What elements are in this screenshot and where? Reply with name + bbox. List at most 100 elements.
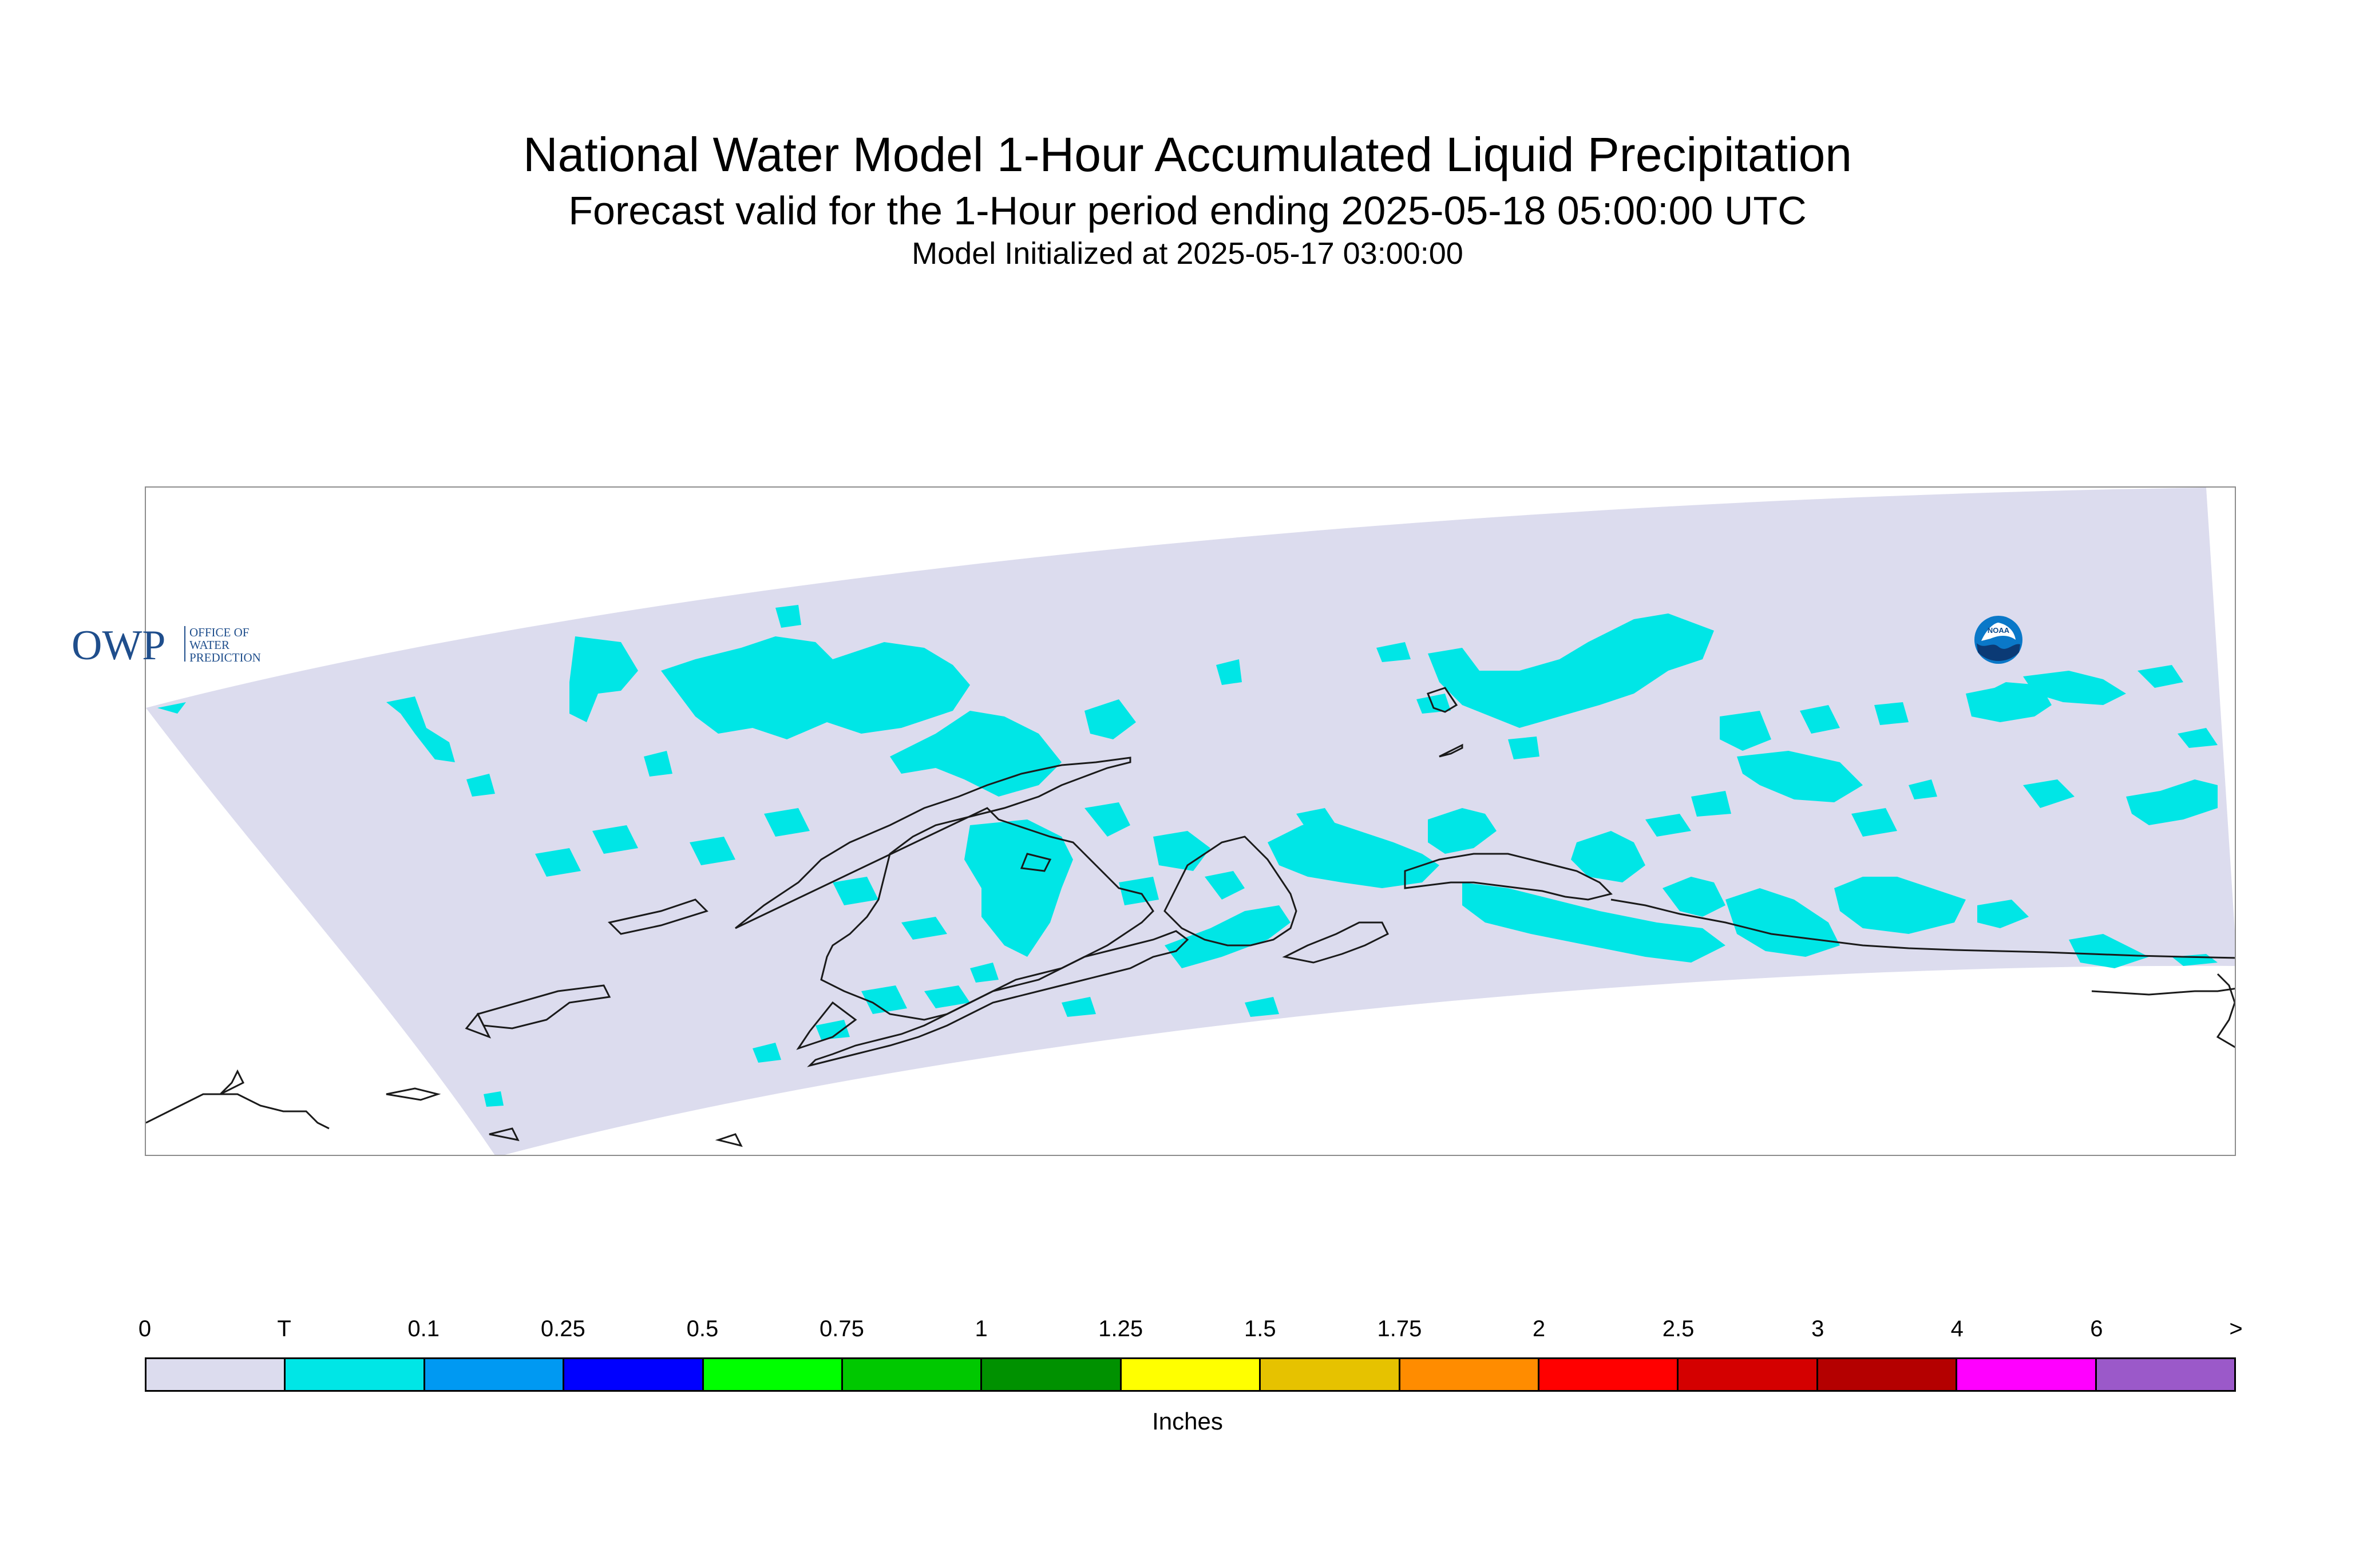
precip-patch — [861, 985, 907, 1014]
colorbar-labels: 0 T 0.1 0.25 0.5 0.75 1 1.25 1.5 1.75 2 2.5 3 4 6 > — [138, 1316, 2243, 1345]
precip-patch — [1508, 737, 1539, 759]
precip-patch — [2178, 728, 2218, 748]
precip-patch — [1691, 791, 1731, 817]
noaa-logo: NOAA — [1974, 616, 2022, 664]
coastline — [386, 1087, 441, 1101]
colorbar-tick-label: 3 — [1811, 1316, 1824, 1341]
coastline — [1020, 853, 1052, 872]
colorbar-segment — [1539, 1359, 1679, 1390]
forecast-valid-subtitle: Forecast valid for the 1-Hour period end… — [568, 188, 1807, 233]
precip-patch — [775, 605, 801, 628]
precip-patch — [661, 636, 970, 739]
precip-patch — [386, 696, 455, 762]
precip-patch — [1834, 877, 1966, 934]
map-canvas — [146, 488, 2235, 1155]
colorbar-segment — [147, 1359, 286, 1390]
colorbar-segment — [425, 1359, 565, 1390]
colorbar-tick-label: 4 — [1950, 1316, 1964, 1341]
precip-patch — [1571, 831, 1645, 882]
precip-patch — [764, 808, 810, 837]
precip-patch — [1268, 819, 1439, 888]
colorbar-segment — [2096, 1359, 2235, 1390]
colorbar-segment — [1121, 1359, 1261, 1390]
precip-patch — [1800, 705, 1840, 734]
precip-patch — [1205, 871, 1245, 900]
map-title: National Water Model 1-Hour Accumulated … — [522, 128, 1852, 181]
colorbar-segment — [1957, 1359, 2097, 1390]
precip-patch — [1428, 613, 1714, 728]
precipitation-areas — [157, 605, 2218, 1107]
precip-patch — [1737, 751, 1863, 802]
owp-logo-text: OWP — [72, 622, 165, 664]
precip-patch — [1662, 877, 1725, 917]
owp-logo-line-3: PREDICTION — [189, 651, 261, 664]
coastline — [1163, 836, 1297, 947]
coastline — [476, 984, 611, 1030]
precip-patch — [1084, 802, 1130, 837]
precip-patch — [1874, 702, 1909, 725]
coastline — [807, 930, 1189, 1067]
colorbar-tick-label: > — [2229, 1316, 2243, 1341]
colorbar-tick-label: 2.5 — [1662, 1316, 1695, 1341]
precip-patch — [1296, 808, 1336, 831]
precip-patch — [833, 877, 878, 905]
colorbar-tick-label: 1.25 — [1098, 1316, 1143, 1341]
colorbar-units-label: Inches — [1152, 1408, 1223, 1435]
precip-patch — [1428, 808, 1497, 854]
colorbar-tick-label: 0.75 — [820, 1316, 864, 1341]
coastline — [1282, 921, 1390, 964]
precip-patch — [753, 1043, 781, 1063]
precip-patch — [1084, 699, 1136, 739]
precip-patch — [970, 963, 999, 983]
model-domain — [146, 488, 2235, 1155]
coastline — [608, 898, 708, 935]
precip-patch — [816, 1020, 850, 1040]
precip-patch — [964, 819, 1073, 957]
precip-patch — [1720, 711, 1771, 751]
noaa-logo-wave — [1977, 643, 2020, 661]
precip-patch — [157, 702, 186, 714]
colorbar-tick-label: 1.75 — [1377, 1316, 1422, 1341]
colorbar-tick-label: 2 — [1532, 1316, 1546, 1341]
coastline — [1404, 853, 1613, 901]
precip-patch — [1245, 997, 1279, 1017]
colorbar-segment — [1679, 1359, 1818, 1390]
coastline — [489, 1127, 520, 1142]
precip-patch — [1062, 997, 1096, 1017]
precip-patch — [690, 837, 735, 865]
coastline — [1610, 898, 2235, 959]
precip-patch — [1645, 814, 1691, 837]
colorbar-segment — [286, 1359, 425, 1390]
coastline — [146, 1093, 330, 1130]
precip-patch — [1165, 905, 1291, 968]
coastline — [2091, 988, 2235, 996]
precip-patch — [2126, 779, 2218, 825]
precip-patch — [1909, 779, 1937, 799]
colorbar-segment — [1818, 1359, 1958, 1390]
precip-patch — [644, 751, 672, 777]
precip-patch — [1119, 877, 1159, 905]
colorbar-segment — [1400, 1359, 1540, 1390]
colorbar-segment — [564, 1359, 704, 1390]
precip-patch — [2069, 934, 2149, 968]
colorbar-tick-label: 1.5 — [1244, 1316, 1276, 1341]
precip-patch — [569, 636, 638, 722]
owp-logo: OWP OFFICE OF WATER PREDICTION — [72, 622, 261, 664]
colorbar-tick-label: 0 — [138, 1316, 152, 1341]
precip-patch — [484, 1091, 504, 1107]
model-init-subtitle: Model Initialized at 2025-05-17 03:00:00 — [912, 236, 1463, 271]
precip-patch — [1462, 882, 1725, 963]
precip-patch — [466, 774, 495, 797]
precip-patch — [924, 985, 970, 1008]
precip-patch — [535, 848, 581, 877]
precipitation-map — [145, 486, 2236, 1156]
precip-patch — [1376, 642, 1411, 662]
colorbar-segment — [703, 1359, 844, 1390]
coastline — [219, 1069, 245, 1095]
coastline — [715, 1133, 743, 1147]
colorbar-segment — [843, 1359, 983, 1390]
owp-logo-line-2: WATER — [189, 638, 229, 652]
colorbar-tick-label: 0.5 — [686, 1316, 719, 1341]
precip-patch — [901, 917, 947, 940]
colorbar-tick-label: 0.1 — [407, 1316, 440, 1341]
